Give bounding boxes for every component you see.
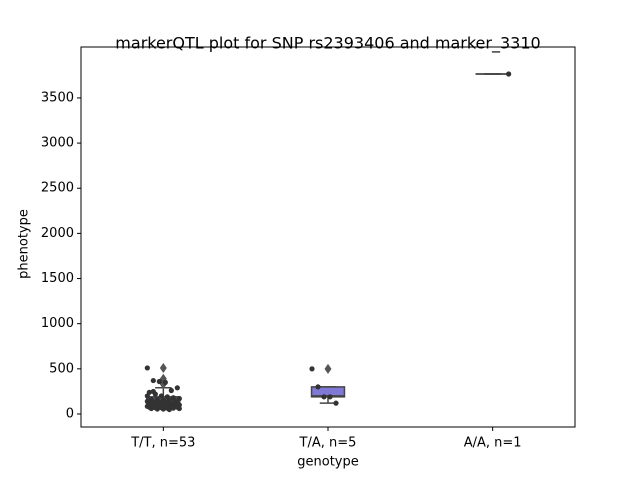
strip-point bbox=[309, 366, 315, 372]
strip-point bbox=[144, 365, 150, 371]
y-tick-label: 2000 bbox=[41, 226, 74, 241]
y-tick-label: 1500 bbox=[41, 271, 74, 286]
strip-point bbox=[321, 394, 327, 400]
strip-point bbox=[158, 393, 164, 399]
strip-point bbox=[148, 405, 154, 412]
strip-point bbox=[154, 406, 160, 412]
y-tick-label: 0 bbox=[66, 406, 74, 421]
strip-point bbox=[162, 379, 168, 385]
strip-point bbox=[168, 387, 174, 394]
y-axis-label: phenotype bbox=[17, 209, 32, 279]
strip-point bbox=[176, 405, 182, 412]
strip-point bbox=[176, 396, 182, 402]
strip-point bbox=[156, 378, 162, 385]
x-tick-label: T/A, n=5 bbox=[299, 436, 357, 451]
strip-point bbox=[144, 393, 150, 399]
strip-point bbox=[166, 406, 172, 413]
strip-point bbox=[327, 394, 333, 400]
plot-frame bbox=[80, 46, 576, 428]
y-tick-label: 3000 bbox=[41, 136, 74, 151]
strip-point bbox=[170, 405, 176, 411]
strip-point bbox=[315, 384, 321, 390]
strip-point bbox=[333, 400, 339, 406]
chart-title: markerQTL plot for SNP rs2393406 and mar… bbox=[115, 34, 540, 54]
strip-point bbox=[172, 399, 178, 405]
strip-point bbox=[174, 385, 180, 391]
strip-point bbox=[160, 406, 166, 412]
y-tick-label: 3500 bbox=[41, 90, 74, 105]
x-tick-label: T/T, n=53 bbox=[130, 436, 195, 451]
strip-point bbox=[506, 71, 512, 77]
outlier bbox=[159, 362, 167, 373]
x-tick-label: A/A, n=1 bbox=[464, 436, 522, 451]
strip-point bbox=[150, 388, 156, 395]
y-tick-label: 1000 bbox=[41, 316, 74, 331]
x-axis-label: genotype bbox=[297, 455, 358, 470]
outlier bbox=[324, 363, 332, 374]
y-tick-label: 500 bbox=[49, 361, 74, 376]
y-tick-label: 2500 bbox=[41, 181, 74, 196]
strip-point bbox=[150, 377, 156, 384]
